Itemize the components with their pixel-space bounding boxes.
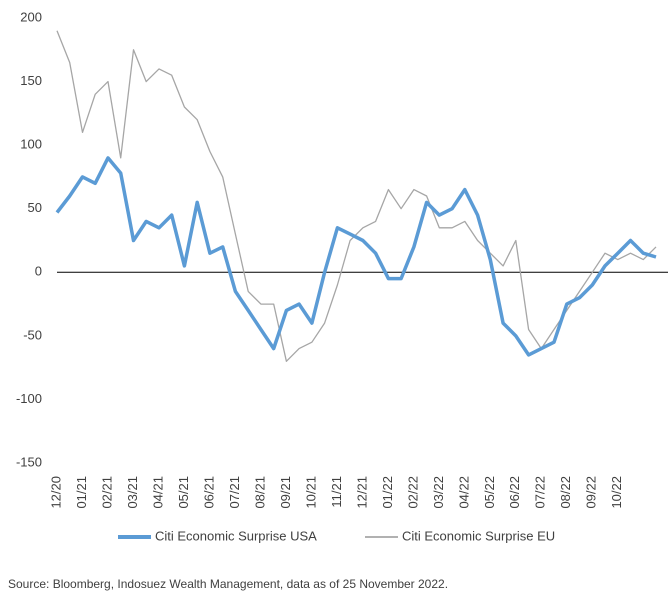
x-tick-label: 02/22 xyxy=(405,476,420,509)
x-tick-label: 09/21 xyxy=(278,476,293,509)
x-tick-label: 07/21 xyxy=(227,476,242,509)
x-tick-label: 01/21 xyxy=(74,476,89,509)
y-tick-label: 100 xyxy=(20,137,42,152)
source-note: Source: Bloomberg, Indosuez Wealth Manag… xyxy=(8,577,448,591)
x-tick-label: 10/21 xyxy=(303,476,318,509)
x-tick-label: 05/22 xyxy=(482,476,497,509)
y-tick-label: -100 xyxy=(16,391,42,406)
y-tick-label: 0 xyxy=(35,264,42,279)
x-tick-label: 07/22 xyxy=(533,476,548,509)
x-tick-label: 01/22 xyxy=(380,476,395,509)
series-line xyxy=(56,30,657,362)
y-tick-label: 150 xyxy=(20,73,42,88)
x-tick-label: 06/22 xyxy=(507,476,522,509)
x-tick-label: 09/22 xyxy=(584,476,599,509)
y-tick-label: -50 xyxy=(23,327,42,342)
x-tick-label: 03/22 xyxy=(431,476,446,509)
x-tick-label: 11/21 xyxy=(329,476,344,508)
x-tick-label: 12/20 xyxy=(48,476,63,509)
x-tick-label: 08/22 xyxy=(558,476,573,509)
x-tick-label: 05/21 xyxy=(176,476,191,509)
x-tick-label: 02/21 xyxy=(99,476,114,509)
x-tick-label: 06/21 xyxy=(201,476,216,509)
series-line xyxy=(55,156,657,357)
x-tick-label: 04/21 xyxy=(150,476,165,509)
y-tick-label: 200 xyxy=(20,9,42,24)
x-tick-label: 04/22 xyxy=(456,476,471,509)
x-tick-label: 12/21 xyxy=(354,476,369,509)
y-tick-label: -150 xyxy=(16,454,42,469)
legend-label: Citi Economic Surprise EU xyxy=(402,528,555,543)
x-tick-label: 10/22 xyxy=(609,476,624,509)
legend-label: Citi Economic Surprise USA xyxy=(155,528,317,543)
x-tick-label: 08/21 xyxy=(252,476,267,509)
x-tick-label: 03/21 xyxy=(125,476,140,509)
y-tick-label: 50 xyxy=(28,200,42,215)
